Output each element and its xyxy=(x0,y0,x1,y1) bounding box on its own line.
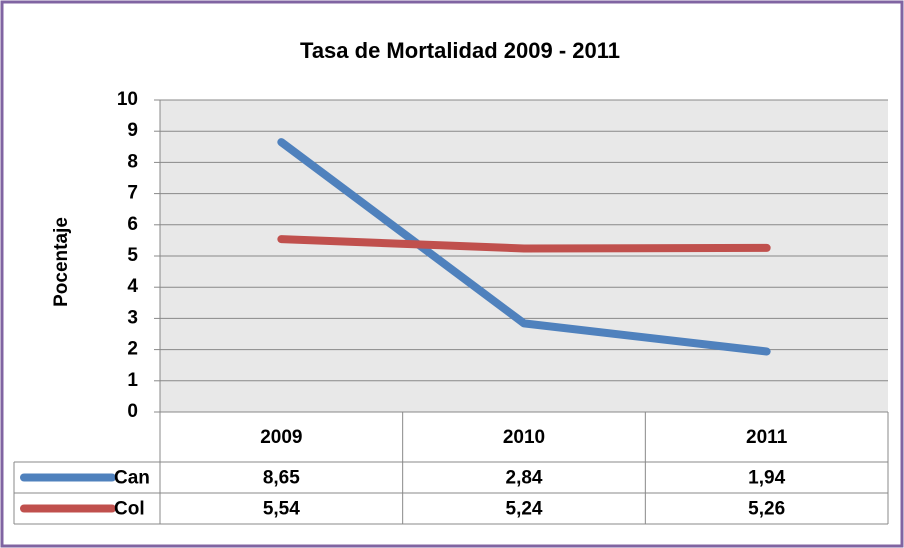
data-table-value: 5,24 xyxy=(506,499,543,520)
data-table-value: 2,84 xyxy=(506,468,543,489)
chart-title: Tasa de Mortalidad 2009 - 2011 xyxy=(300,38,620,63)
data-table-value: 5,54 xyxy=(263,499,300,520)
data-table-value: 5,26 xyxy=(748,499,785,520)
x-tick-label: 2011 xyxy=(746,427,788,448)
y-axis-label: Pocentaje xyxy=(51,217,72,307)
y-tick-label: 3 xyxy=(127,307,138,328)
y-tick-label: 5 xyxy=(127,245,138,266)
y-tick-label: 0 xyxy=(127,401,138,422)
y-tick-label: 1 xyxy=(127,370,138,391)
series-line xyxy=(277,138,771,356)
y-tick-label: 9 xyxy=(127,120,138,141)
legend-label: Col xyxy=(114,499,145,520)
y-tick-label: 2 xyxy=(127,339,138,360)
data-table-value: 8,65 xyxy=(263,468,300,489)
series-line xyxy=(277,235,771,253)
y-tick-label: 10 xyxy=(117,89,138,110)
y-tick-label: 7 xyxy=(127,183,138,204)
y-tick-label: 8 xyxy=(127,151,138,172)
data-table-value: 1,94 xyxy=(748,468,785,489)
y-tick-label: 6 xyxy=(127,214,138,235)
legend-label: Can xyxy=(114,468,150,489)
x-tick-label: 2009 xyxy=(260,427,302,448)
y-tick-label: 4 xyxy=(127,276,138,297)
x-tick-label: 2010 xyxy=(503,427,545,448)
